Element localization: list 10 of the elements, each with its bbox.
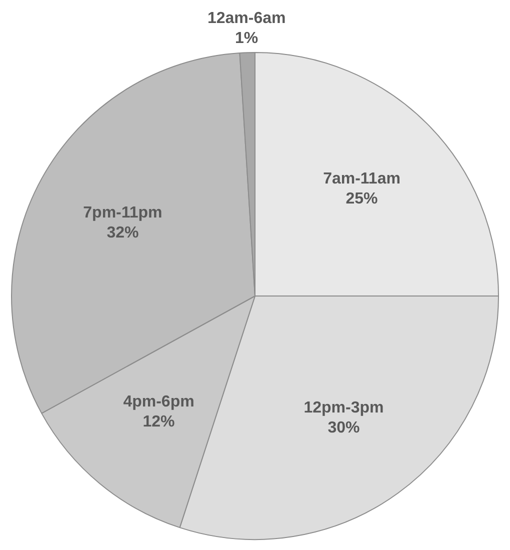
slice-label: 7pm-11pm [83,204,162,222]
data-label: 12% [142,414,175,431]
data-label: 30% [328,420,360,437]
data-label: 25% [346,190,378,208]
slice-label: 4pm-6pm [123,394,194,411]
data-label: 1% [235,30,258,48]
data-label: 32% [106,224,139,242]
slice-label: 12pm-3pm [304,400,384,417]
slice-label: 7am-11am [323,170,400,188]
slice-label: 12am-6am [207,10,286,28]
